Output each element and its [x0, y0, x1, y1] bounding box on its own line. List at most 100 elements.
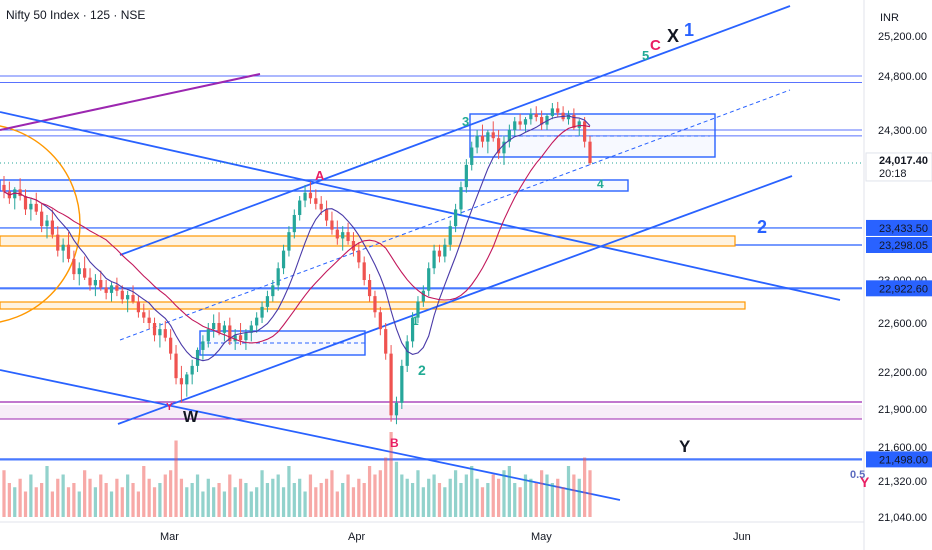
candle-body: [523, 119, 528, 125]
volume-bar: [115, 478, 119, 517]
volume-bar: [271, 478, 275, 517]
volume-bar: [523, 474, 528, 517]
volume-bar: [394, 461, 399, 517]
candle-body: [367, 280, 372, 297]
candle-body: [459, 187, 463, 210]
volume-bar: [13, 487, 17, 517]
candle-body: [470, 147, 474, 165]
level-price-label: 23,433.50: [879, 223, 928, 235]
price-tick-label: 21,900.00: [878, 404, 927, 416]
candle-body: [464, 164, 468, 188]
volume-bar: [437, 483, 442, 517]
volume-bar: [260, 470, 264, 517]
candle-body: [287, 232, 291, 251]
volume-bar: [244, 483, 248, 517]
candle-body: [61, 244, 65, 251]
candle-body: [93, 280, 98, 286]
moving-average-slow: [3, 124, 591, 344]
candle-body: [142, 312, 146, 318]
candle-body: [556, 108, 560, 113]
volume-bar: [104, 483, 108, 517]
candle-body: [378, 312, 382, 330]
candle-body: [50, 220, 54, 235]
candle-body: [276, 268, 280, 286]
candle-body: [158, 329, 162, 336]
candle-body: [23, 196, 28, 210]
volume-bar: [88, 478, 92, 517]
candle-body: [566, 114, 571, 120]
volume-bar: [18, 478, 22, 517]
wave-label: A: [315, 168, 325, 183]
candle-body: [109, 285, 114, 293]
volume-bar: [459, 483, 463, 517]
volume-bar: [357, 478, 361, 517]
candle-body: [120, 290, 124, 300]
volume-bar: [518, 487, 522, 517]
volume-bar: [93, 487, 98, 517]
candle-body: [228, 325, 232, 342]
volume-bar: [427, 478, 431, 517]
time-tick-label: Mar: [160, 531, 179, 543]
volume-bar: [152, 487, 157, 517]
candle-body: [502, 141, 506, 154]
candle-body: [362, 262, 366, 280]
volume-bar: [217, 483, 221, 517]
volume-bar: [281, 487, 286, 517]
price-tick-label: 21,040.00: [878, 512, 927, 524]
candle-body: [265, 296, 270, 307]
candle-body: [126, 295, 130, 300]
volume-bar: [421, 487, 425, 517]
volume-bar: [298, 478, 302, 517]
wave-label: 2: [757, 217, 767, 237]
candle-body: [394, 402, 399, 416]
time-tick-label: May: [531, 531, 552, 543]
candle-body: [405, 341, 409, 366]
volume-bar: [163, 474, 167, 517]
volume-bar: [330, 470, 334, 517]
trend-channel-line: [119, 5, 791, 256]
volume-bar: [99, 474, 103, 517]
candle-body: [190, 365, 194, 375]
volume-bar: [346, 474, 350, 517]
volume-bar: [179, 478, 184, 517]
volume-bar: [109, 491, 114, 517]
volume-bar: [540, 470, 544, 517]
time-tick-label: Apr: [348, 531, 365, 543]
volume-bar: [276, 474, 280, 517]
price-tick-label: 21,600.00: [878, 442, 927, 454]
wave-label: B: [390, 436, 399, 450]
volume-bar: [72, 483, 76, 517]
candle-body: [496, 138, 501, 154]
volume-bar: [255, 487, 259, 517]
wave-label: X: [667, 26, 679, 46]
volume-bar: [550, 483, 554, 517]
volume-bar: [61, 474, 65, 517]
volume-bar: [292, 483, 296, 517]
candle-body: [56, 234, 60, 251]
candle-body: [550, 108, 554, 116]
purple-trend-line: [0, 73, 261, 131]
level-price-label: 23,298.05: [879, 240, 928, 252]
price-tick-label: 25,200.00: [878, 31, 927, 43]
volume-bar: [373, 474, 377, 517]
candle-body: [577, 121, 581, 128]
volume-bar: [470, 466, 474, 517]
volume-bar: [400, 474, 404, 517]
candle-body: [233, 335, 237, 342]
volume-bar: [491, 474, 495, 517]
volume-bar: [464, 474, 468, 517]
volume-bar: [324, 478, 329, 517]
volume-bar: [341, 483, 345, 517]
volume-bar: [83, 470, 87, 517]
candle-body: [271, 285, 275, 297]
volume-bar: [66, 487, 71, 517]
wave-label: C: [650, 37, 661, 54]
candle-body: [115, 285, 119, 291]
candle-body: [529, 113, 533, 120]
volume-bar: [34, 487, 38, 517]
volume-bar: [577, 478, 581, 517]
volume-bar: [23, 491, 28, 517]
candle-body: [29, 203, 33, 210]
